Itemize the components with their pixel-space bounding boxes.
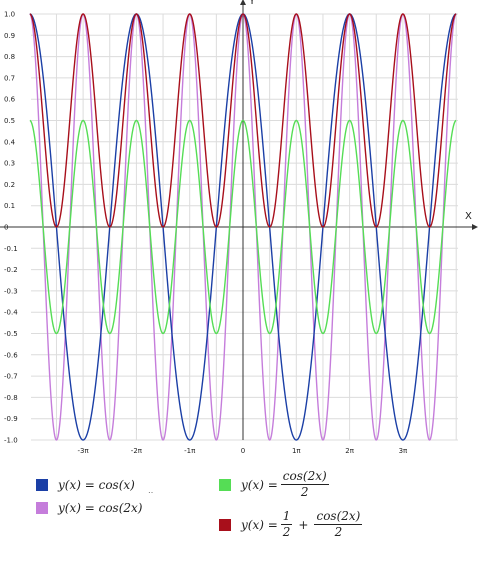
x-tick-label: 2π: [345, 447, 354, 455]
y-tick-label: -0.8: [4, 394, 18, 402]
legend-swatch-green: [219, 478, 231, 491]
legend-formula: y(x) = cos(2x): [58, 501, 142, 515]
series-line-3: [29, 13, 457, 228]
series-line-2: [29, 119, 457, 335]
legend-formula: y(x) = cos(x): [58, 478, 135, 492]
fraction-denominator: 2: [334, 525, 343, 539]
fraction: 1 2: [280, 509, 293, 539]
plus-sign: +: [298, 517, 309, 532]
y-tick-label: -0.1: [4, 245, 18, 253]
y-tick-label: -0.7: [4, 373, 18, 381]
fraction: cos(2x) 2: [314, 509, 363, 539]
y-tick-label: 0.5: [4, 117, 15, 125]
x-tick-label: 0: [241, 447, 245, 455]
formula-rhs: cos(x): [98, 478, 135, 492]
legend-item-cos-2x: y(x) = cos(2x): [36, 501, 142, 515]
axes: [0, 0, 478, 440]
stray-mark: ‥: [148, 486, 154, 495]
legend-swatch-violet: [36, 502, 48, 514]
formula-lhs: y(x) =: [241, 477, 278, 492]
fraction-denominator: 2: [282, 525, 291, 539]
legend-item-half-plus-half-cos-2x: y(x) = 1 2 + cos(2x) 2: [219, 510, 365, 539]
fraction-denominator: 2: [300, 485, 309, 499]
legend-formula: y(x) = cos(2x) 2: [241, 470, 332, 499]
x-tick-label: -3π: [77, 447, 89, 455]
y-tick-labels: 1.0 0.9 0.8 0.7 0.6 0.5 0.4 0.3 0.2 0.1 0 -0.1 -0.2 -…: [4, 11, 18, 445]
y-tick-label: 0.3: [4, 160, 15, 168]
formula-lhs: y(x) =: [58, 478, 95, 492]
y-axis-arrow: [240, 0, 246, 5]
legend-swatch-blue: [36, 479, 48, 491]
legend-swatch-dark-red: [219, 518, 231, 531]
fraction-numerator: 1: [280, 509, 293, 525]
x-tick-label: -1π: [184, 447, 196, 455]
y-tick-label: 1.0: [4, 11, 15, 19]
y-axis-label: Y: [248, 0, 256, 7]
y-tick-label: -0.9: [4, 415, 18, 423]
y-tick-label: 0.4: [4, 138, 16, 146]
legend: y(x) = cos(x) y(x) = cos(2x) y(x) = cos(…: [0, 466, 500, 567]
y-tick-label: 0.1: [4, 202, 15, 210]
x-axis-arrow: [472, 224, 478, 230]
formula-rhs: cos(2x): [98, 501, 143, 515]
y-tick-label: 0.2: [4, 181, 15, 189]
x-tick-labels: -3π -2π -1π 0 1π 2π 3π: [77, 447, 408, 455]
y-tick-label: -0.3: [4, 287, 18, 295]
fraction: cos(2x) 2: [280, 469, 329, 499]
y-tick-label: 0.6: [4, 96, 16, 104]
y-tick-label: -0.2: [4, 266, 18, 274]
y-tick-label: 0.7: [4, 74, 15, 82]
y-tick-label: -1.0: [4, 437, 18, 445]
y-tick-label: -0.4: [4, 309, 18, 317]
formula-lhs: y(x) =: [241, 517, 278, 532]
x-tick-label: -2π: [131, 447, 143, 455]
legend-item-half-cos-2x: y(x) = cos(2x) 2: [219, 470, 332, 499]
x-axis-label: X: [465, 211, 472, 222]
fraction-numerator: cos(2x): [280, 469, 329, 485]
y-tick-label: -0.5: [4, 330, 18, 338]
y-tick-label: -0.6: [4, 351, 18, 359]
legend-item-cos-x: y(x) = cos(x): [36, 478, 135, 492]
x-tick-label: 1π: [292, 447, 301, 455]
formula-lhs: y(x) =: [58, 501, 95, 515]
y-tick-label: 0: [4, 224, 8, 232]
y-tick-label: 0.9: [4, 32, 15, 40]
x-tick-label: 3π: [399, 447, 408, 455]
legend-formula: y(x) = 1 2 + cos(2x) 2: [241, 510, 365, 539]
series-lines: [29, 13, 457, 441]
fraction-numerator: cos(2x): [314, 509, 363, 525]
y-tick-label: 0.8: [4, 53, 15, 61]
chart-plot: 1.0 0.9 0.8 0.7 0.6 0.5 0.4 0.3 0.2 0.1 0 -0.1 -0.2 -…: [0, 0, 478, 455]
